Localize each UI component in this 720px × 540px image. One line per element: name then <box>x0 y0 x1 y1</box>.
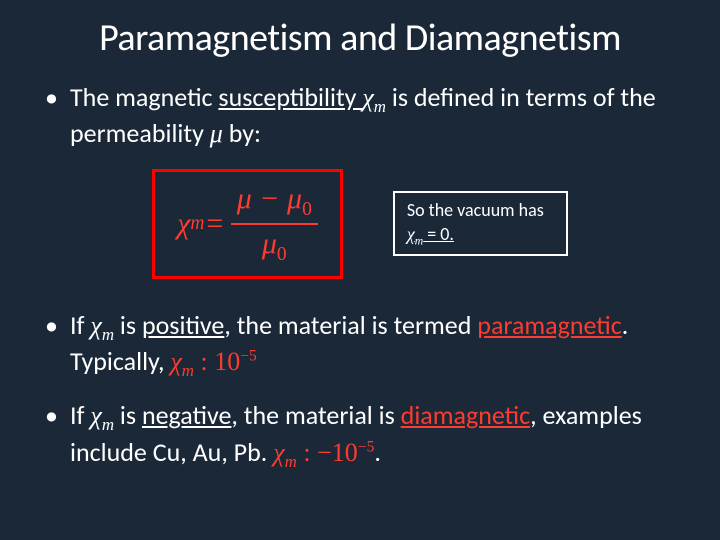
text: is <box>114 309 142 341</box>
chi-symbol: χ <box>362 83 373 112</box>
text: , the material is termed <box>224 309 477 341</box>
susceptibility-underline: susceptibility χm <box>218 81 386 113</box>
fraction: μ − μ0 μ0 <box>231 182 318 266</box>
eq-lhs-chi: χ <box>177 207 190 241</box>
eq-lhs-sub: m <box>190 213 204 235</box>
bullet-diamagnetic: If χm is negative, the material is diama… <box>40 399 680 472</box>
bullet-paramagnetic: If χm is positive, the material is terme… <box>40 309 680 382</box>
negative-underline: negative <box>142 399 231 431</box>
equation-box: χm = μ − μ0 μ0 <box>152 169 343 279</box>
text: The magnetic <box>70 81 218 113</box>
note-text: So the vacuum has <box>407 199 544 221</box>
paramagnetic-label: paramagnetic <box>477 309 622 341</box>
chi-subscript: m <box>102 325 114 344</box>
vacuum-note-box: So the vacuum has χm = 0. <box>393 191 568 256</box>
slide-title: Paramagnetism and Diamagnetism <box>40 15 680 61</box>
diamagnetic-value: χm : −10−5 <box>273 438 374 467</box>
equation-row: χm = μ − μ0 μ0 So the vacuum has χm = 0. <box>40 169 680 279</box>
text: , the material is <box>231 399 400 431</box>
text: . <box>374 436 381 468</box>
chi-symbol: χ <box>90 311 101 340</box>
paramagnetic-value: χm : 10−5 <box>170 347 256 376</box>
text: If <box>70 309 90 341</box>
numerator: μ − μ0 <box>231 182 318 225</box>
note-chi-sub: m <box>415 234 423 247</box>
positive-underline: positive <box>142 309 224 341</box>
note-eq-zero: = 0. <box>423 223 454 245</box>
mu-symbol: μ <box>210 119 223 148</box>
bullet-definition: The magnetic susceptibility χm is define… <box>40 81 680 151</box>
text: If <box>70 399 90 431</box>
slide: Paramagnetism and Diamagnetism The magne… <box>0 0 720 540</box>
note-chi: χ <box>407 224 415 244</box>
eq-equals: = <box>204 207 224 241</box>
chi-subscript: m <box>102 416 114 435</box>
text: by: <box>223 117 261 149</box>
text: is <box>114 399 142 431</box>
chi-symbol: χ <box>90 401 101 430</box>
diamagnetic-label: diamagnetic <box>401 399 530 431</box>
chi-subscript: m <box>374 97 386 116</box>
denominator: μ0 <box>256 225 293 266</box>
